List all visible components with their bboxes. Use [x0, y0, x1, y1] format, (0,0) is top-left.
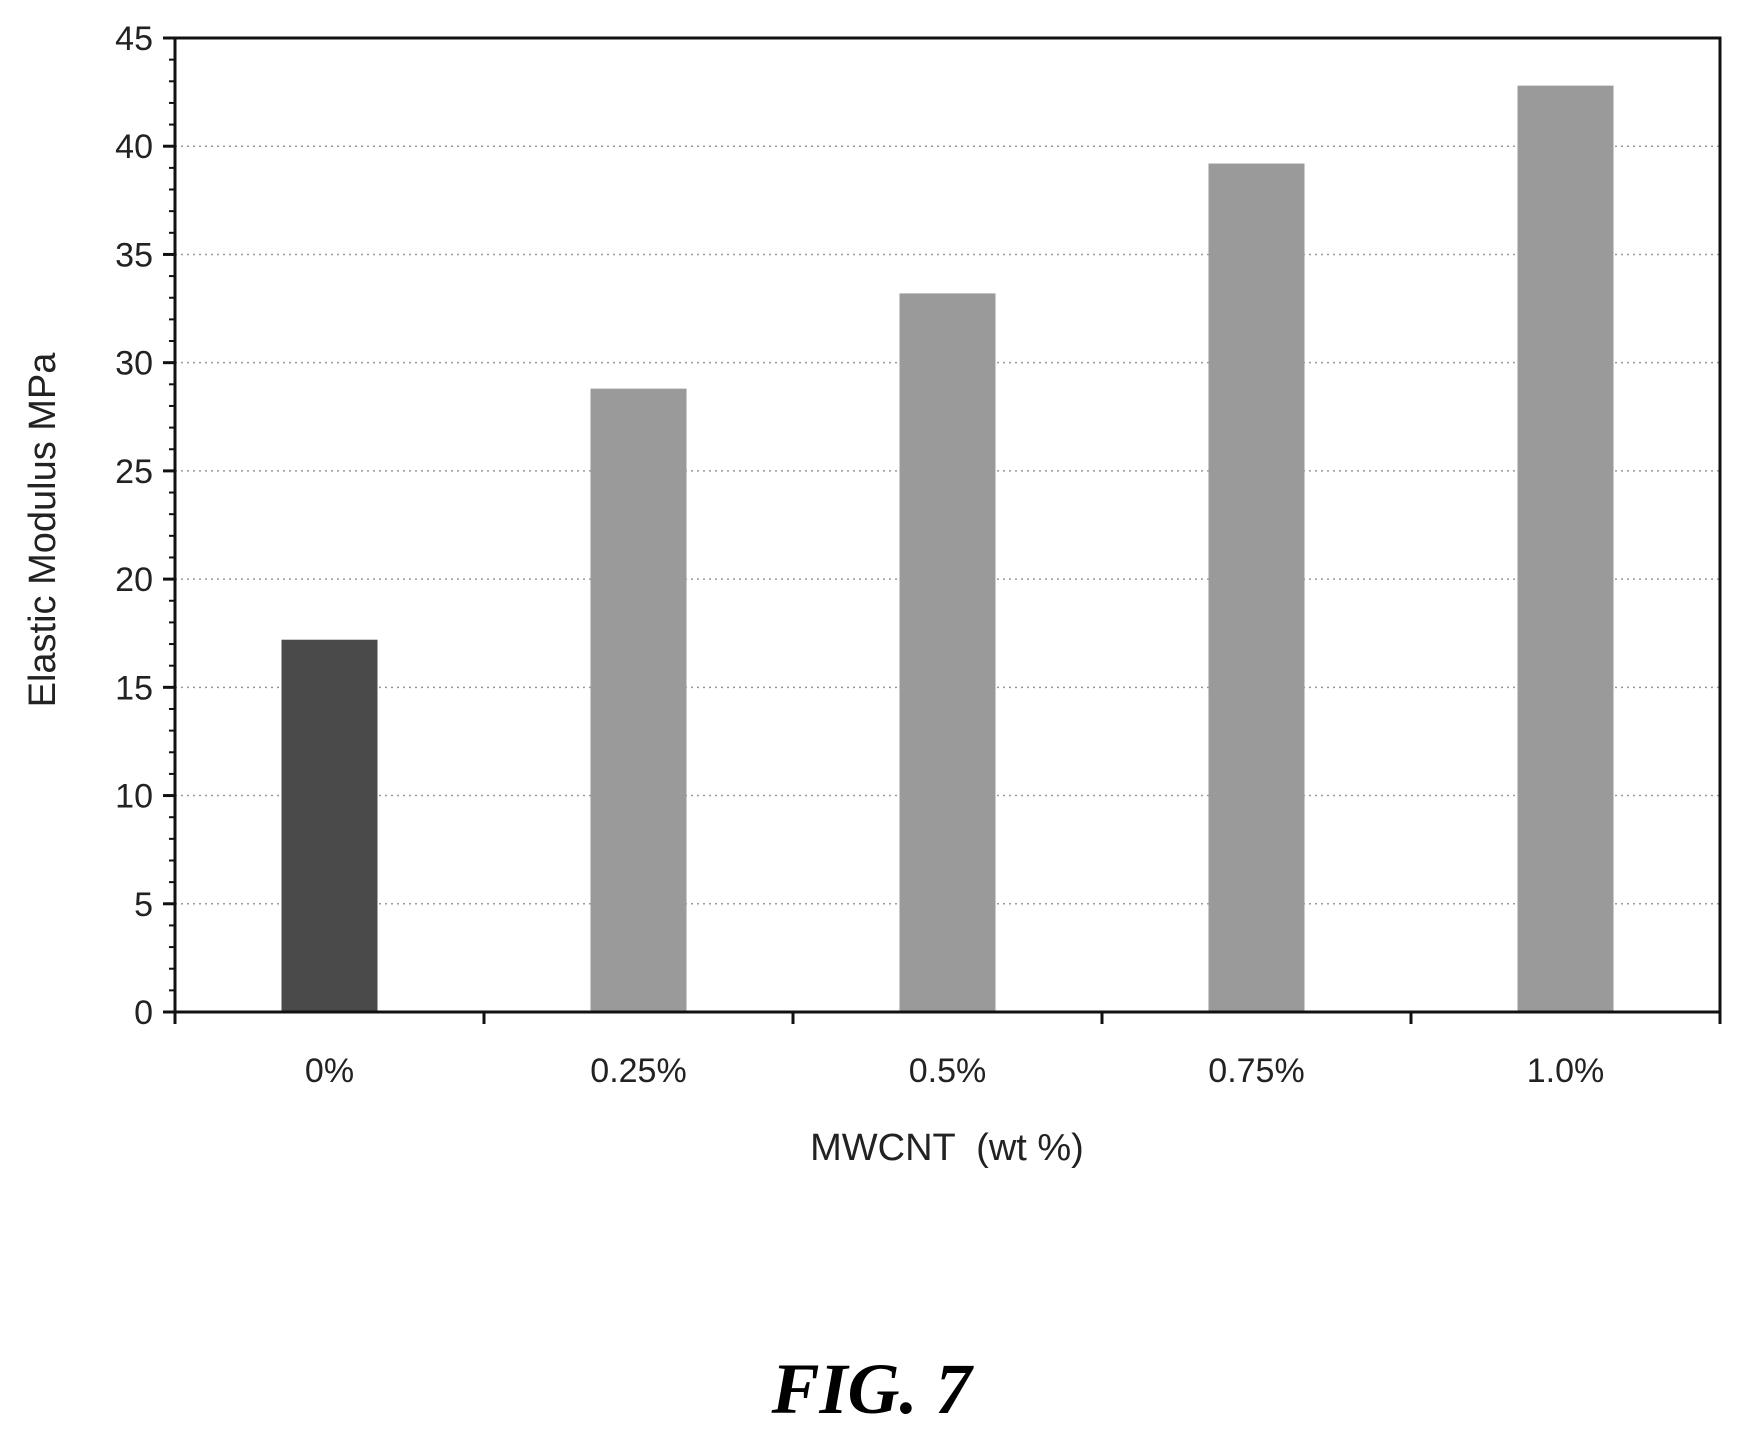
x-tick-label: 1.0%: [1527, 1052, 1605, 1090]
bar: [590, 388, 687, 1012]
bar: [1208, 163, 1305, 1012]
bars: [281, 85, 1614, 1013]
y-tick-label: 35: [115, 236, 153, 274]
x-axis-title: MWCNT (wt %): [810, 1127, 1084, 1169]
y-tick-label: 0: [134, 994, 153, 1032]
y-axis-title: Elastic Modulus MPa: [22, 352, 64, 708]
figure-caption: FIG. 7: [771, 1349, 972, 1429]
y-tick-label: 15: [115, 669, 153, 707]
x-tick-label: 0.75%: [1208, 1052, 1304, 1090]
bar: [281, 639, 378, 1012]
bar: [899, 293, 996, 1013]
y-tick-label: 25: [115, 453, 153, 491]
y-tick-label: 20: [115, 561, 153, 599]
axes: [163, 36, 1722, 1024]
y-tick-label: 5: [134, 886, 153, 924]
y-tick-label: 45: [115, 20, 153, 58]
x-tick-label: 0%: [305, 1052, 354, 1090]
bar-chart: 0 5 10 15 20 25 30 35 40 45 0% 0.25% 0.5% 0.75% 1.0% E…: [22, 20, 1722, 1169]
y-tick-label: 40: [115, 128, 153, 166]
x-tick-label: 0.5%: [909, 1052, 987, 1090]
plot-frame: [173, 36, 1722, 1014]
y-tick-label: 10: [115, 778, 153, 816]
bar: [1517, 85, 1614, 1012]
x-tick-label: 0.25%: [590, 1052, 686, 1090]
tick-labels: 0 5 10 15 20 25 30 35 40 45 0% 0.25% 0.5% 0.75% 1.0%: [115, 20, 1604, 1090]
y-tick-label: 30: [115, 345, 153, 383]
